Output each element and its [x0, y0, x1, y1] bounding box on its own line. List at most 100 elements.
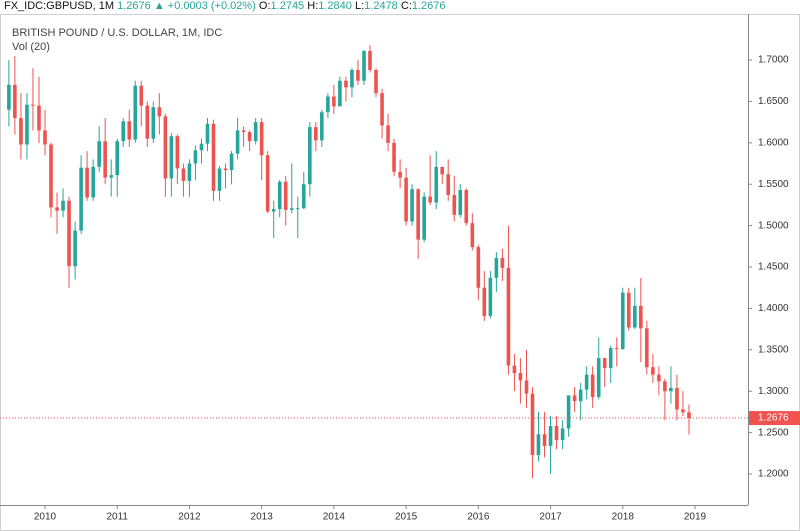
candle-body — [326, 96, 330, 113]
titles: BRITISH POUND / U.S. DOLLAR, 1M, IDC Vol … — [12, 26, 222, 54]
candle-body — [259, 122, 264, 156]
candle-body — [223, 168, 228, 171]
candle-body — [669, 387, 673, 392]
candle-body — [7, 84, 11, 110]
candle-body — [500, 257, 505, 268]
y-tick-label: 1.2500 — [758, 427, 789, 438]
candle-body — [584, 374, 589, 390]
candle-body — [506, 267, 511, 366]
candle-body — [169, 136, 174, 179]
candle-body — [301, 184, 306, 209]
x-tick-label: 2017 — [539, 512, 562, 523]
chart-title: BRITISH POUND / U.S. DOLLAR, 1M, IDC — [12, 27, 223, 39]
candle-body — [13, 84, 17, 118]
l-label: L: — [354, 0, 365, 12]
candle-body — [356, 69, 360, 81]
candle-body — [109, 175, 114, 178]
candle-body — [422, 196, 426, 240]
candle-body — [181, 168, 186, 181]
o-value: 1.2745 — [270, 0, 305, 12]
candle-body — [157, 107, 162, 117]
y-tick-label: 1.6500 — [758, 96, 789, 107]
candle-body — [241, 130, 246, 133]
candle-body — [19, 117, 23, 145]
candle-body — [464, 190, 469, 224]
candle-body — [31, 104, 35, 106]
last-price-box — [749, 411, 800, 426]
candle-body — [163, 116, 168, 179]
last-price: 1.2676 — [117, 0, 151, 12]
candle-body — [548, 426, 553, 446]
candle-body — [675, 387, 679, 410]
candle-body — [524, 380, 529, 394]
frame — [0, 14, 800, 531]
candle-body — [121, 121, 126, 142]
candle-body — [446, 174, 451, 195]
candle-body — [91, 166, 95, 198]
indicator: Vol (20) — [12, 41, 50, 53]
candle-body — [314, 127, 318, 141]
candle-body — [55, 207, 59, 211]
h-value: 1.2840 — [318, 0, 352, 12]
candle-body — [482, 287, 487, 316]
candle-body — [199, 143, 204, 151]
candle-body — [572, 395, 577, 402]
candle-body — [211, 123, 216, 191]
candle-body — [416, 189, 420, 240]
candle-body — [289, 208, 294, 210]
x-tick-label: 2012 — [178, 512, 201, 523]
candle-body — [193, 150, 198, 164]
candle-body — [657, 374, 661, 382]
x-tick-label: 2014 — [323, 512, 346, 523]
candle-body — [530, 393, 535, 455]
candle-body — [43, 130, 47, 145]
candle-body — [229, 153, 234, 171]
up-arrow: ▲ — [153, 0, 165, 12]
candle-body — [386, 125, 390, 143]
y-tick-label: 1.2000 — [758, 469, 789, 480]
candle-body — [97, 141, 101, 167]
candle-body — [37, 105, 41, 131]
candle-body — [332, 96, 336, 107]
candle-body — [633, 305, 637, 328]
candle-body — [253, 122, 258, 142]
change: +0.0003 (+0.02%) — [167, 0, 256, 12]
candle-body — [434, 166, 439, 203]
x-tick-label: 2018 — [612, 512, 635, 523]
symbol: FX_IDC:GBPUSD, 1M — [4, 0, 115, 12]
candle-body — [458, 190, 463, 215]
o-label: O: — [258, 0, 271, 12]
y-tick-label: 1.5000 — [758, 220, 789, 231]
candle-body — [265, 155, 270, 212]
candle-body — [512, 365, 517, 374]
candle-body — [145, 105, 150, 139]
y-tick-label: 1.5500 — [758, 179, 789, 190]
candle-body — [205, 123, 210, 144]
candle-body — [338, 80, 342, 107]
candle-body — [247, 132, 252, 142]
candle-body — [542, 434, 547, 446]
candle-body — [590, 374, 595, 398]
candle-body — [614, 348, 619, 350]
x-tick-label: 2013 — [251, 512, 274, 523]
candle-body — [79, 167, 83, 231]
candle-body — [494, 257, 499, 278]
candle-body — [25, 104, 29, 145]
x-tick-label: 2015 — [395, 512, 418, 523]
candle-body — [175, 136, 180, 169]
candle-body — [410, 189, 414, 222]
candle-body — [687, 412, 691, 419]
y-tick-label: 1.4000 — [758, 303, 789, 314]
candle-body — [488, 277, 493, 316]
legend-header: FX_IDC:GBPUSD, 1M 1.2676 ▲ +0.0003 (+0.0… — [4, 0, 446, 13]
candle-body — [283, 181, 288, 210]
x-tick-label: 2016 — [467, 512, 490, 523]
y-tick-label: 1.6000 — [758, 137, 789, 148]
candle-body — [115, 141, 120, 176]
candle-body — [536, 434, 541, 455]
candle-body — [271, 209, 276, 212]
candle-body — [663, 381, 667, 392]
candle-body — [295, 208, 300, 210]
